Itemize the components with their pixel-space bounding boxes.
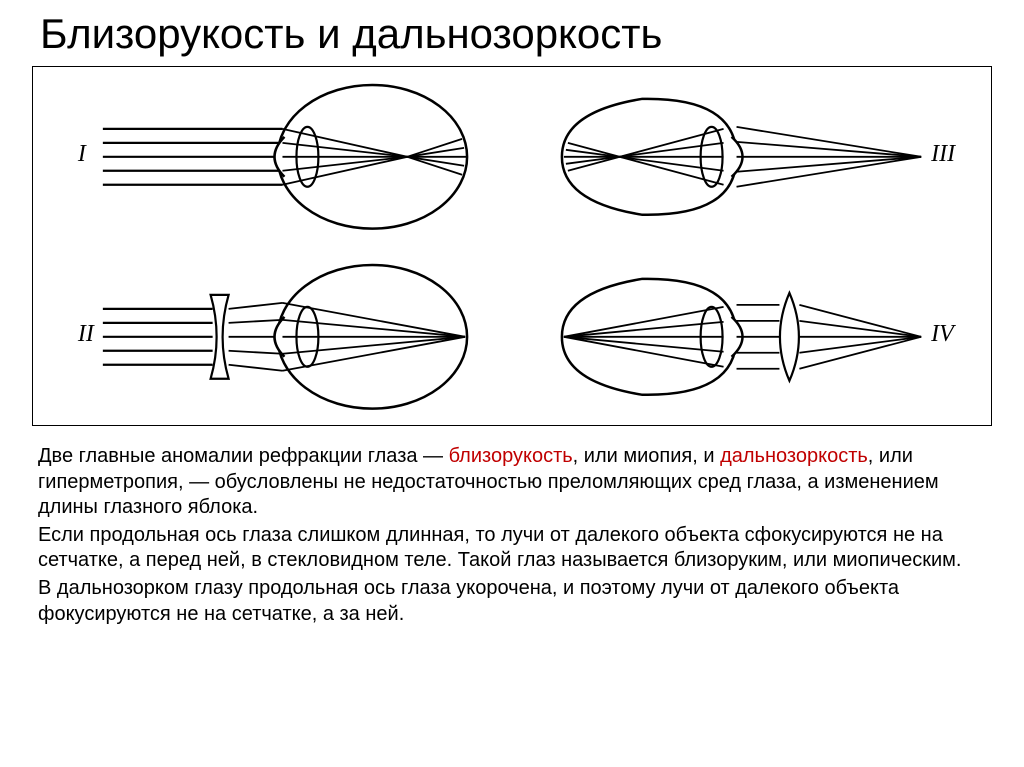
diagram-label-i: I	[77, 141, 87, 167]
highlight-term: близорукость	[449, 445, 573, 467]
body-paragraph: Если продольная ось глаза слишком длинна…	[38, 523, 986, 574]
diagram-label-ii: II	[77, 320, 95, 346]
text-run: Две главные аномалии рефракции глаза —	[38, 445, 449, 467]
diagram-cell-ii: II	[33, 247, 512, 427]
diagram-label-iv: IV	[930, 320, 956, 346]
body-paragraph: В дальнозорком глазу продольная ось глаз…	[38, 576, 986, 627]
body-text: Две главные аномалии рефракции глаза — б…	[30, 444, 994, 629]
diagram-label-iii: III	[930, 141, 956, 167]
diagram-cell-iv: IV	[512, 247, 991, 427]
text-run: Если продольная ось глаза слишком длинна…	[38, 524, 961, 572]
diagram-cell-i: I	[33, 67, 512, 247]
diagram-container: I	[32, 66, 992, 426]
text-run: В дальнозорком глазу продольная ось глаз…	[38, 577, 899, 625]
body-paragraph: Две главные аномалии рефракции глаза — б…	[38, 444, 986, 521]
highlight-term: дальнозоркость	[720, 445, 868, 467]
page-title: Близорукость и дальнозоркость	[30, 10, 994, 58]
diagram-cell-iii: III	[512, 67, 991, 247]
text-run: , или миопия, и	[573, 445, 720, 467]
